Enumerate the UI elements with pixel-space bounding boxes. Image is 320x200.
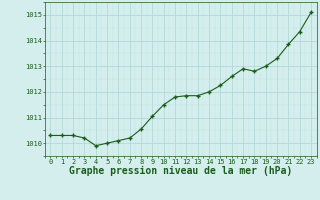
X-axis label: Graphe pression niveau de la mer (hPa): Graphe pression niveau de la mer (hPa) [69,166,292,176]
